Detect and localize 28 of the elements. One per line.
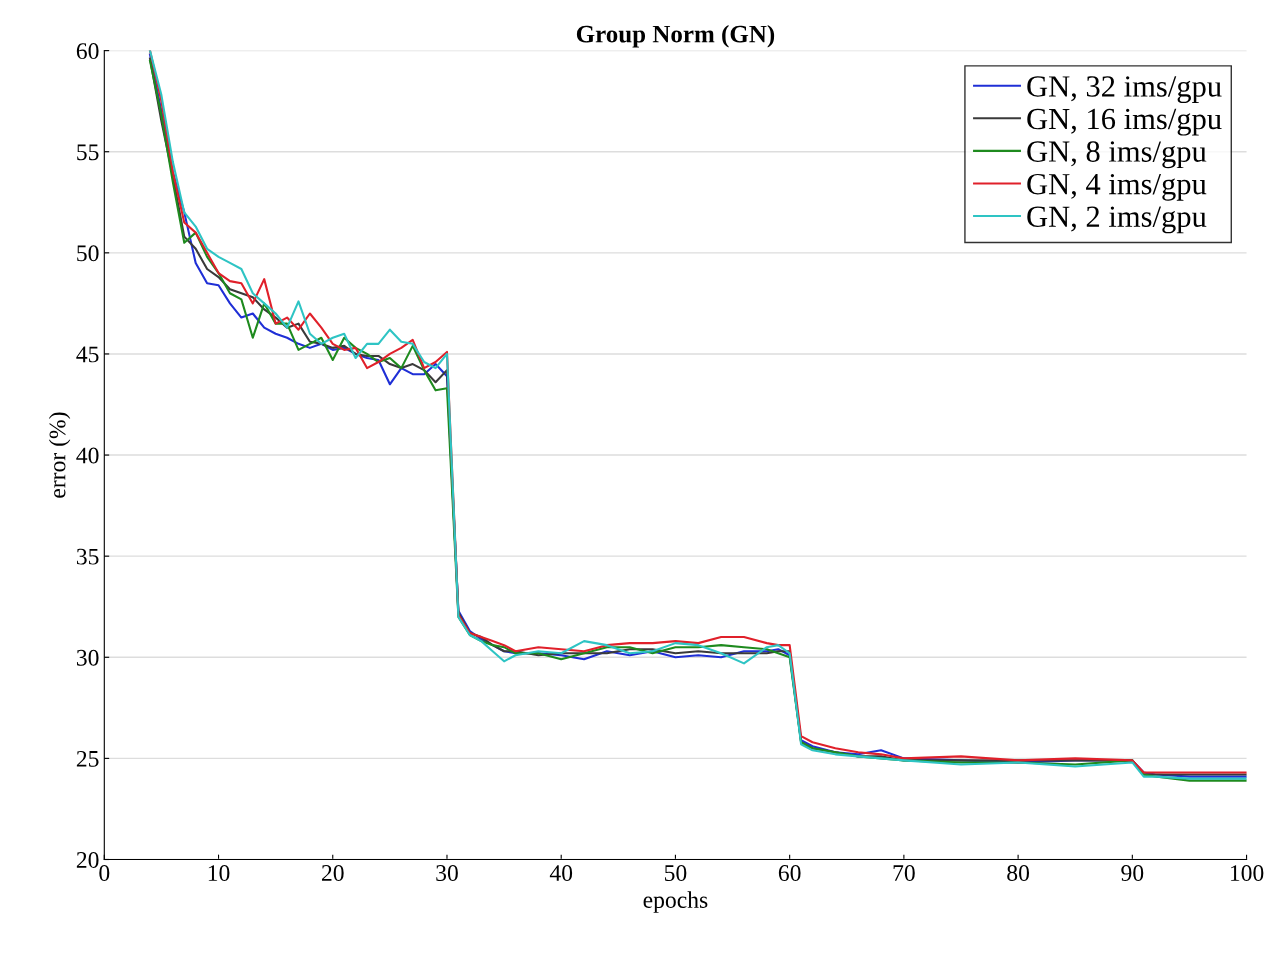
x-tick-label: 60 xyxy=(778,865,801,881)
y-tick-label: 20 xyxy=(76,851,99,868)
x-tick-label: 90 xyxy=(1121,865,1144,881)
y-tick-label: 60 xyxy=(76,43,99,60)
x-tick-label: 0 xyxy=(99,865,110,881)
y-tick-label: 30 xyxy=(76,649,99,666)
y-tick-label: 45 xyxy=(76,346,99,363)
x-tick-label: 50 xyxy=(665,865,687,881)
x-tick-label: 80 xyxy=(1007,865,1030,881)
x-tick-label: 100 xyxy=(1230,865,1264,881)
x-tick-label: 30 xyxy=(436,865,458,881)
x-tick-label: 70 xyxy=(893,865,915,881)
y-tick-label: 50 xyxy=(77,245,99,262)
y-tick-label: 35 xyxy=(76,548,99,565)
legend-label: GN, 4 ims/gpu xyxy=(1027,173,1207,201)
legend-label: GN, 8 ims/gpu xyxy=(1027,141,1207,169)
x-tick-label: 10 xyxy=(208,865,230,881)
x-tick-label: 20 xyxy=(321,865,344,881)
chart-title: Group Norm (GN) xyxy=(576,24,775,48)
y-tick-label: 55 xyxy=(77,144,99,161)
legend-label: GN, 16 ims/gpu xyxy=(1027,108,1222,136)
legend-label: GN, 32 ims/gpu xyxy=(1027,76,1222,104)
y-tick-label: 40 xyxy=(76,447,99,464)
x-tick-label: 40 xyxy=(549,865,573,881)
y-tick-label: 25 xyxy=(76,750,99,767)
y-axis-title: error (%) xyxy=(48,412,71,498)
x-axis-title: epochs xyxy=(643,891,708,913)
legend-label: GN, 2 ims/gpu xyxy=(1027,206,1207,234)
